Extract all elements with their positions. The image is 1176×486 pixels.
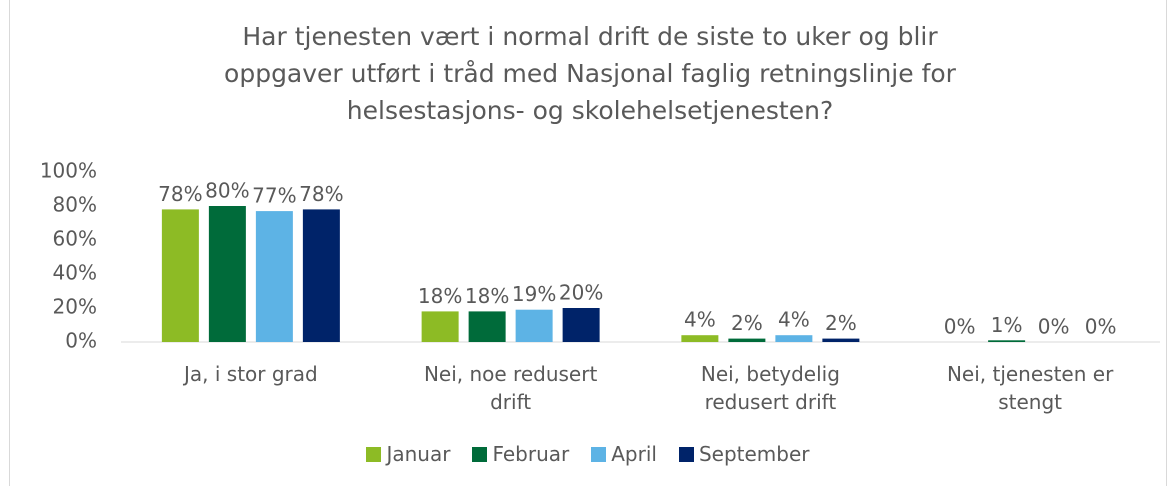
data-label: 1% <box>991 313 1023 337</box>
data-label: 20% <box>559 281 603 305</box>
bar <box>681 335 719 342</box>
legend-swatch <box>366 446 382 462</box>
data-label: 18% <box>418 284 462 308</box>
bar <box>988 340 1026 342</box>
bar <box>255 211 293 342</box>
bar <box>161 209 199 342</box>
legend-item: Februar <box>472 442 569 466</box>
data-label: 0% <box>944 315 976 339</box>
bar <box>208 206 246 342</box>
legend: Januar Februar April September <box>0 442 1176 466</box>
x-tick-label: Nei, noe redusert drift <box>423 362 598 414</box>
x-tick-label: Ja, i stor grad <box>184 362 318 386</box>
bar <box>775 335 813 342</box>
legend-label: April <box>611 442 657 466</box>
chart-title: Har tjenesten vært i normal drift de sis… <box>224 22 956 125</box>
x-tick-label: Nei, betydelig redusert drift <box>700 362 840 414</box>
x-tick-label: Nei, tjenesten er stengt <box>946 362 1114 414</box>
bar <box>421 311 459 342</box>
data-label: 78% <box>158 182 202 206</box>
legend-label: September <box>698 442 810 466</box>
y-tick-label: 0% <box>65 329 97 353</box>
bar <box>822 338 860 342</box>
data-label: 0% <box>1038 315 1070 339</box>
data-label: 4% <box>778 308 810 332</box>
data-label: 0% <box>1085 315 1117 339</box>
legend-label: Februar <box>492 442 570 466</box>
bar <box>562 308 600 342</box>
bar <box>302 209 340 342</box>
data-label: 19% <box>512 282 556 306</box>
data-label: 18% <box>465 284 509 308</box>
chart-border <box>9 0 1167 486</box>
data-label: 4% <box>684 308 716 332</box>
data-label: 2% <box>825 311 857 335</box>
data-label: 2% <box>731 311 763 335</box>
y-tick-label: 100% <box>40 159 97 183</box>
bar <box>728 338 766 342</box>
y-tick-label: 40% <box>53 261 97 285</box>
legend-swatch <box>678 446 694 462</box>
legend-label: Januar <box>386 442 451 466</box>
y-tick-label: 20% <box>53 295 97 319</box>
legend-swatch <box>472 446 488 462</box>
legend-item: Januar <box>366 442 450 466</box>
data-label: 77% <box>252 184 296 208</box>
data-label: 80% <box>205 179 249 203</box>
bar <box>515 309 553 342</box>
legend-item: September <box>678 442 810 466</box>
data-label: 78% <box>299 182 343 206</box>
y-tick-label: 80% <box>53 193 97 217</box>
bar <box>468 311 506 342</box>
y-tick-label: 60% <box>53 227 97 251</box>
legend-swatch <box>591 446 607 462</box>
legend-item: April <box>591 442 657 466</box>
